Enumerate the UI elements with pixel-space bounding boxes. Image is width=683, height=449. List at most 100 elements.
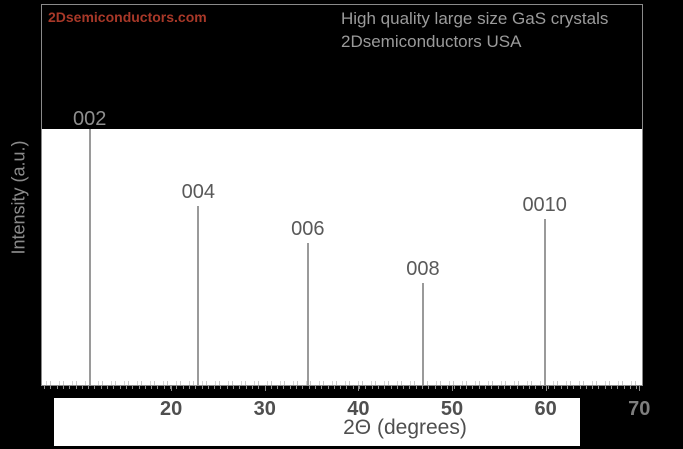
- x-minor-tick: [623, 386, 625, 389]
- x-minor-tick: [157, 386, 159, 389]
- x-minor-tick: [75, 386, 77, 389]
- x-minor-tick: [233, 386, 234, 389]
- x-minor-tick: [107, 386, 108, 389]
- x-minor-tick: [592, 386, 594, 389]
- x-minor-tick: [529, 386, 531, 389]
- x-tick-label-50: 50: [440, 398, 464, 420]
- x-minor-tick: [415, 386, 417, 389]
- x-minor-tick: [384, 386, 386, 389]
- x-minor-tick: [352, 386, 354, 389]
- peak-label-004: 004: [181, 180, 215, 203]
- x-minor-tick: [396, 386, 398, 389]
- chart-title-line2: 2Dsemiconductors USA: [341, 32, 522, 51]
- x-minor-tick: [302, 386, 304, 389]
- chart-title: High quality large size GaS crystals 2Ds…: [341, 7, 608, 53]
- brand-watermark: 2Dsemiconductors.com: [48, 9, 207, 25]
- x-minor-tick: [428, 386, 430, 389]
- x-minor-tick: [94, 386, 96, 389]
- plot-area: [41, 129, 643, 386]
- x-minor-tick: [44, 386, 45, 389]
- peak-label-008: 008: [406, 257, 440, 280]
- x-minor-tick: [195, 386, 197, 389]
- x-minor-tick: [611, 386, 612, 389]
- x-minor-tick: [201, 386, 203, 389]
- peak-label-002: 002: [72, 108, 107, 130]
- x-minor-tick: [62, 386, 64, 389]
- x-minor-tick: [283, 386, 285, 389]
- x-minor-tick: [516, 386, 518, 389]
- x-minor-tick: [50, 386, 52, 389]
- x-minor-tick: [579, 386, 581, 389]
- x-minor-tick: [478, 386, 480, 389]
- x-minor-tick: [359, 386, 360, 389]
- x-minor-tick: [535, 386, 537, 389]
- x-minor-tick: [365, 386, 367, 389]
- x-minor-tick: [81, 386, 83, 389]
- x-minor-tick: [314, 386, 316, 389]
- y-axis-label: Intensity (a.u.): [8, 140, 29, 255]
- x-minor-tick: [447, 386, 449, 389]
- x-minor-tick: [245, 386, 247, 389]
- x-minor-tick: [554, 386, 556, 389]
- peak-line-004: [197, 205, 200, 385]
- x-minor-tick: [497, 386, 499, 389]
- chart-title-line1: High quality large size GaS crystals: [341, 9, 609, 28]
- x-major-tick-40: [358, 386, 360, 391]
- x-minor-tick: [560, 386, 562, 389]
- x-minor-tick: [333, 386, 335, 389]
- x-major-tick-60: [545, 386, 547, 391]
- x-minor-tick: [346, 386, 348, 389]
- x-minor-tick: [88, 386, 90, 389]
- x-minor-tick: [510, 386, 512, 389]
- x-minor-tick: [434, 386, 436, 389]
- x-minor-tick: [220, 386, 222, 389]
- baseline-noise: [42, 381, 642, 385]
- x-minor-tick: [182, 386, 184, 389]
- x-minor-tick: [598, 386, 600, 389]
- x-minor-tick: [170, 386, 171, 389]
- peak-line-008: [421, 282, 424, 385]
- x-minor-tick: [604, 386, 606, 389]
- x-minor-tick: [239, 386, 241, 389]
- x-minor-tick: [340, 386, 342, 389]
- x-minor-tick: [321, 386, 323, 389]
- x-minor-tick: [56, 386, 58, 389]
- x-minor-tick: [270, 386, 272, 389]
- x-minor-tick: [327, 386, 329, 389]
- x-minor-tick: [151, 386, 153, 389]
- x-minor-tick: [296, 386, 297, 389]
- x-tick-label-40: 40: [347, 398, 370, 420]
- peak-line-006: [306, 242, 309, 385]
- x-minor-tick: [371, 386, 373, 389]
- peak-label-0010: 0010: [522, 193, 567, 216]
- x-minor-tick: [113, 386, 115, 389]
- x-minor-tick: [629, 386, 631, 389]
- x-major-tick-20: [171, 386, 173, 391]
- x-major-tick-50: [452, 386, 453, 391]
- x-minor-tick: [422, 386, 423, 389]
- x-minor-tick: [207, 386, 209, 389]
- x-minor-tick: [258, 386, 260, 389]
- x-minor-tick: [69, 386, 71, 389]
- x-minor-tick: [573, 386, 575, 389]
- x-axis-label: 2Θ (degrees): [343, 416, 467, 439]
- x-minor-tick: [636, 386, 638, 389]
- x-minor-tick: [541, 386, 543, 389]
- x-minor-tick: [163, 386, 165, 389]
- x-minor-tick: [566, 386, 568, 389]
- x-minor-tick: [138, 386, 140, 389]
- x-minor-tick: [440, 386, 442, 389]
- x-tick-label-30: 30: [253, 398, 276, 420]
- x-minor-tick: [277, 386, 279, 389]
- x-minor-tick: [472, 386, 474, 389]
- x-minor-tick: [188, 386, 190, 389]
- x-minor-tick: [491, 386, 493, 389]
- x-minor-tick: [585, 386, 587, 389]
- x-minor-tick: [289, 386, 291, 389]
- x-minor-tick: [125, 386, 127, 389]
- x-minor-tick: [377, 386, 379, 389]
- x-minor-tick: [226, 386, 228, 389]
- x-minor-tick: [403, 386, 405, 389]
- x-minor-tick: [119, 386, 121, 389]
